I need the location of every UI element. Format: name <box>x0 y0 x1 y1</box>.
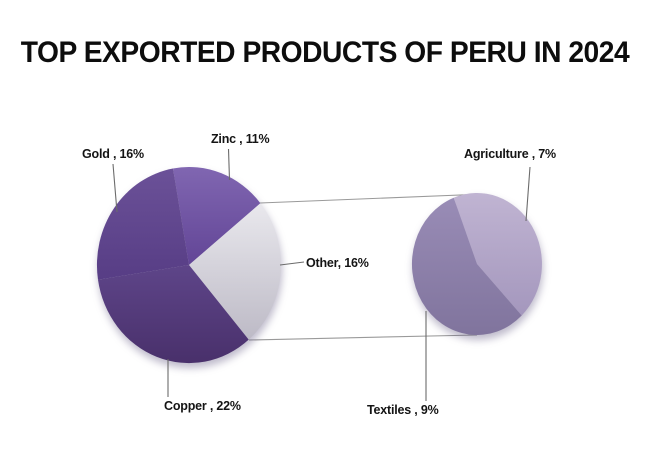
zinc-leader-line <box>227 148 231 181</box>
agriculture-label: Agriculture , 7% <box>464 147 556 161</box>
series-line-top <box>259 193 486 204</box>
other-slice <box>189 203 282 340</box>
chart-title: TOP EXPORTED PRODUCTS OF PERU IN 2024 <box>20 36 630 69</box>
zinc-slice <box>173 167 261 265</box>
series-line-bottom <box>248 334 478 341</box>
other-leader-line <box>279 261 305 266</box>
textiles-label: Textiles , 9% <box>367 403 439 417</box>
copper-label: Copper , 22% <box>164 399 241 413</box>
gold-slice <box>96 168 189 280</box>
agriculture-slice <box>453 193 542 316</box>
leader-lines <box>112 148 531 401</box>
main-pie <box>96 167 282 364</box>
gold-label: Gold , 16% <box>82 147 144 161</box>
secondary-pie <box>411 193 542 336</box>
agriculture-leader-line <box>525 166 531 222</box>
copper-slice <box>98 265 249 364</box>
series-lines <box>248 193 486 341</box>
textiles-slice <box>411 197 522 336</box>
other-label: Other, 16% <box>306 256 369 270</box>
gold-leader-line <box>112 163 118 213</box>
zinc-label: Zinc , 11% <box>211 132 270 146</box>
